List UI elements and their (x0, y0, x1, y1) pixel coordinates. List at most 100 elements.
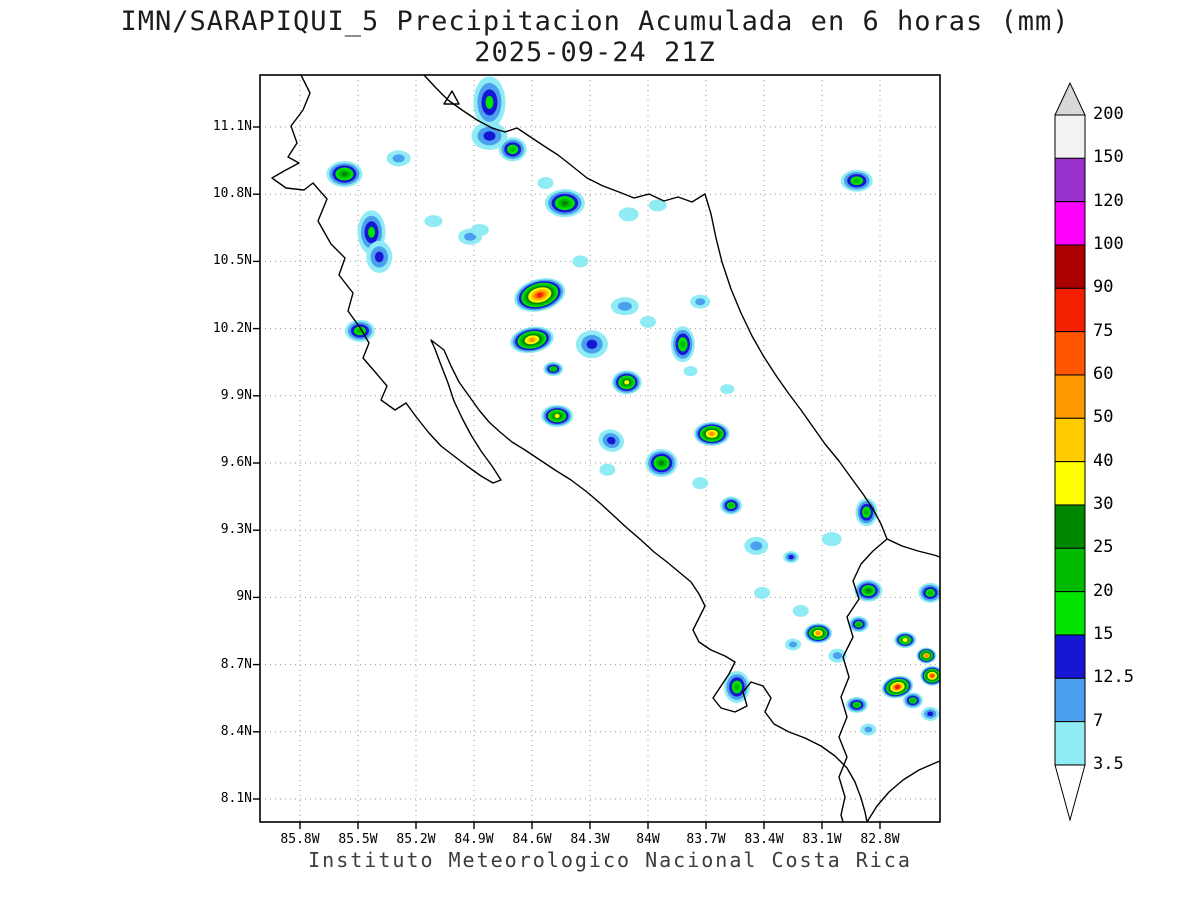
precip-cell (624, 380, 630, 385)
precip-cell (470, 224, 489, 237)
precip-cell (648, 199, 667, 212)
colorbar-tick-label: 25 (1093, 537, 1114, 558)
colorbar-cell (1054, 461, 1086, 506)
precip-cell (709, 431, 715, 437)
colorbar-cell (1054, 721, 1086, 766)
colorbar-tick-label: 100 (1093, 233, 1124, 254)
colorbar-tick-label: 50 (1093, 407, 1114, 428)
precip-cell (680, 340, 686, 348)
precip-cell (550, 366, 556, 372)
precip-cell (856, 622, 862, 627)
lon-tick-label: 85.5W (338, 832, 378, 847)
precip-cell (865, 588, 871, 593)
precip-cell (537, 177, 554, 189)
colorbar-cell (1054, 677, 1086, 723)
chart-title: IMN/SARAPIQUI_5 Precipitacion Acumulada … (120, 6, 1070, 37)
precip-cell (695, 298, 706, 306)
precip-cell (789, 641, 797, 648)
lat-tick-label: 8.7N (220, 656, 252, 672)
colorbar-top-arrow-icon (1054, 81, 1086, 116)
precip-cell (923, 653, 929, 658)
lon-tick-label: 83.1W (802, 832, 842, 847)
lat-tick-label: 11.1N (212, 119, 252, 134)
lon-tick-label: 84W (636, 832, 660, 847)
colorbar-tick-label: 7 (1093, 710, 1104, 731)
precip-cell (537, 292, 543, 298)
colorbar-tick-label: 60 (1093, 363, 1114, 384)
lon-tick-label: 85.8W (280, 832, 320, 847)
colorbar-tick-label: 200 (1093, 104, 1124, 124)
lat-tick-label: 10.5N (212, 253, 252, 269)
coastline-path (886, 538, 941, 558)
lat-tick-label: 10.2N (212, 320, 252, 336)
precip-cell (424, 215, 443, 228)
colorbar-cell (1054, 374, 1086, 419)
precip-cell (854, 702, 860, 708)
precip-cell (902, 637, 908, 643)
precip-cell (572, 255, 589, 268)
map-frame (259, 74, 941, 823)
precip-cell (821, 532, 842, 547)
lat-tick-label: 9.6N (220, 455, 252, 470)
coastline-path (866, 760, 941, 823)
precip-cell (863, 509, 869, 516)
colorbar-cell (1054, 417, 1086, 463)
lon-tick-label: 85.2W (396, 832, 436, 847)
lon-tick-label: 84.9W (454, 832, 494, 847)
colorbar-tick-label: 75 (1093, 320, 1114, 341)
precip-cell (640, 315, 656, 328)
precip-cell (832, 652, 842, 660)
colorbar-tick-label: 90 (1093, 277, 1114, 298)
precip-cell (864, 726, 873, 733)
precip-cell (692, 477, 709, 490)
colorbar-cell (1054, 634, 1086, 679)
lat-tick-label: 8.4N (220, 723, 252, 739)
coastline-path (271, 74, 868, 823)
coastline-path (443, 90, 460, 105)
precip-cell (728, 503, 734, 508)
precip-cell (599, 463, 616, 476)
precip-cell (750, 541, 763, 551)
precipitation-layer (326, 76, 940, 736)
colorbar-tick-label: 3.5 (1093, 753, 1124, 774)
colorbar-cell (1054, 157, 1086, 203)
colorbar-cell (1054, 287, 1086, 333)
colorbar-tick-label: 30 (1093, 493, 1114, 514)
footer-credit: Instituto Meteorologico Nacional Costa R… (308, 848, 912, 872)
precip-cell (788, 554, 794, 560)
precip-cell (929, 673, 935, 678)
lon-tick-label: 84.3W (570, 832, 610, 847)
precip-cell (894, 684, 900, 690)
colorbar-tick-label: 150 (1093, 147, 1124, 168)
precip-cell (734, 683, 740, 691)
precip-cell (368, 226, 376, 238)
precip-cell (815, 631, 821, 636)
precip-cell (483, 131, 496, 141)
colorbar-cell (1054, 201, 1086, 246)
colorbar-bottom-arrow-icon (1054, 764, 1086, 822)
chart-datetime: 2025-09-24 21Z (474, 37, 716, 68)
precip-cell (374, 251, 384, 263)
coastline-path (423, 74, 888, 823)
precip-cell (392, 154, 405, 163)
colorbar-cell (1054, 504, 1086, 549)
colorbar-cell (1054, 591, 1086, 636)
colorbar-cell (1054, 547, 1086, 593)
precip-cell (658, 460, 665, 466)
colorbar-tick-label: 40 (1093, 450, 1114, 471)
precip-cell (754, 586, 771, 599)
lon-tick-label: 83.7W (686, 832, 726, 847)
precip-cell (509, 147, 516, 152)
precip-cell (927, 711, 934, 717)
precip-cell (617, 301, 632, 311)
precip-cell (586, 339, 598, 349)
colorbar-cell (1054, 331, 1086, 376)
lon-tick-label: 84.6W (512, 832, 552, 847)
precip-cell (561, 200, 569, 206)
lat-tick-label: 9N (236, 589, 252, 605)
lat-tick-label: 9.3N (220, 522, 252, 538)
precip-cell (618, 207, 639, 222)
lat-tick-label: 9.9N (220, 387, 252, 403)
